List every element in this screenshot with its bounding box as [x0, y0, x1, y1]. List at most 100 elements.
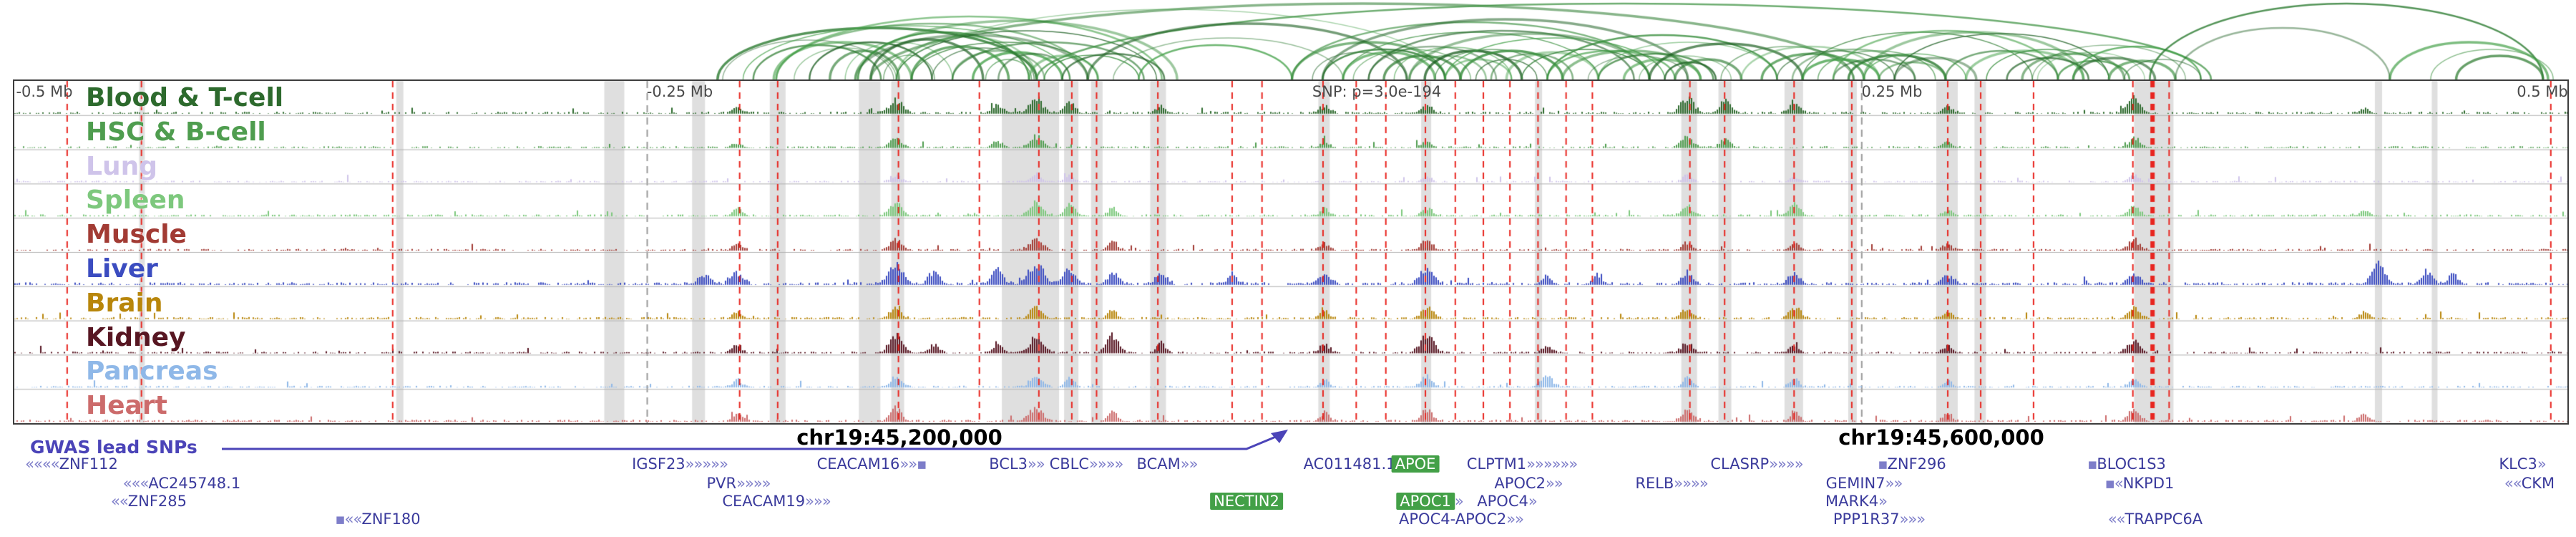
track-label-hsc-b-cell: HSC & B-cell — [86, 117, 266, 147]
gene-name: ZNF285 — [127, 493, 187, 510]
gene-label-znf180: ▪««ZNF180 — [335, 511, 420, 528]
gene-label-bcl3: BCL3»» — [989, 455, 1045, 473]
gene-strand-arrows-icon: » — [1454, 493, 1464, 510]
gene-strand-arrows-icon: »» — [1545, 475, 1563, 492]
gene-label-cblc: CBLC»»»» — [1049, 455, 1124, 473]
gene-name: APOC1 — [1396, 493, 1455, 510]
gene-name: IGSF23 — [632, 455, 686, 473]
track-label-pancreas: Pancreas — [86, 357, 218, 387]
gene-strand-arrows-icon: » — [1878, 493, 1888, 510]
gene-label-ceacam16: CEACAM16»»▪ — [817, 455, 927, 473]
gene-name: PVR — [706, 475, 737, 492]
gene-label-apoe: APOE — [1391, 455, 1440, 473]
gene-label-clptm1: CLPTM1»»»»»» — [1467, 455, 1578, 473]
gene-label-znf285: ««ZNF285 — [111, 493, 187, 510]
gene-name: PPP1R37 — [1833, 511, 1900, 528]
gene-strand-arrows-icon: »» — [1028, 455, 1045, 473]
gene-strand-arrows-icon: »»»»»» — [1526, 455, 1578, 473]
gene-strand-arrows-icon: »»»» — [1089, 455, 1123, 473]
gene-strand-arrows-icon: ▪ — [1878, 455, 1888, 473]
gene-label-ppp1r37: PPP1R37»»» — [1833, 511, 1926, 528]
gene-strand-arrows-icon: »»▪ — [899, 455, 927, 473]
gene-strand-arrows-icon: »»»» — [1769, 455, 1803, 473]
gene-strand-arrows-icon: «««« — [25, 455, 59, 473]
gene-label-apoc1: APOC1» — [1396, 493, 1464, 510]
gene-strand-arrows-icon: «« — [111, 493, 129, 510]
gene-name: APOC2 — [1494, 475, 1546, 492]
gene-name: BCL3 — [989, 455, 1028, 473]
gene-strand-arrows-icon: »»» — [805, 493, 831, 510]
track-label-lung: Lung — [86, 151, 157, 181]
gene-label-ac011481-1: AC011481.1» — [1304, 455, 1405, 473]
gene-name: CBLC — [1049, 455, 1090, 473]
ruler-label-snp-p-3-0e-194: SNP: p=3.0e-194 — [1312, 83, 1442, 100]
gene-strand-arrows-icon: » — [2537, 455, 2547, 473]
gene-name: NECTIN2 — [1210, 493, 1283, 510]
gene-name: BLOC1S3 — [2097, 455, 2166, 473]
gene-name: BCAM — [1136, 455, 1181, 473]
gene-name: MARK4 — [1825, 493, 1879, 510]
gene-label-nectin2: NECTIN2 — [1210, 493, 1283, 510]
coordinate-label-chr19-45-600-000: chr19:45,600,000 — [1838, 425, 2044, 450]
track-label-liver: Liver — [86, 254, 158, 284]
gene-strand-arrows-icon: »» — [1506, 511, 1524, 528]
gene-label-bcam: BCAM»» — [1136, 455, 1199, 473]
gwas-connector-arrow-icon — [1271, 430, 1288, 443]
track-label-blood-t-cell: Blood & T-cell — [86, 83, 284, 112]
gene-strand-arrows-icon: »»»» — [1674, 475, 1708, 492]
gene-name: TRAPPC6A — [2124, 511, 2203, 528]
gene-strand-arrows-icon: ▪ — [2087, 455, 2097, 473]
gene-label-znf296: ▪ZNF296 — [1878, 455, 1946, 473]
gene-strand-arrows-icon: ▪«« — [335, 511, 362, 528]
gene-label-klc3: KLC3» — [2499, 455, 2547, 473]
gene-label-mark4: MARK4» — [1825, 493, 1888, 510]
gene-name: ZNF112 — [59, 455, 118, 473]
ruler-label-0-25-mb: 0.25 Mb — [1861, 83, 1923, 100]
gene-strand-arrows-icon: ««« — [122, 475, 150, 492]
gwas-lead-snps-label: GWAS lead SNPs — [30, 437, 197, 458]
gene-strand-arrows-icon: «« — [2107, 511, 2126, 528]
coordinate-label-chr19-45-200-000: chr19:45,200,000 — [796, 425, 1002, 450]
gene-name: CLASRP — [1710, 455, 1770, 473]
gene-strand-arrows-icon: »» — [1885, 475, 1903, 492]
track-label-heart: Heart — [86, 391, 167, 421]
gene-label-bloc1s3: ▪BLOC1S3 — [2087, 455, 2166, 473]
gene-strand-arrows-icon: »»»» — [736, 475, 771, 492]
gene-label-ac245748-1: «««AC245748.1 — [123, 475, 240, 492]
gene-label-pvr: PVR»»»» — [706, 475, 771, 492]
gene-name: ZNF180 — [361, 511, 421, 528]
gene-label-trappc6a: ««TRAPPC6A — [2108, 511, 2202, 528]
track-label-muscle: Muscle — [86, 220, 187, 250]
gene-label-igsf23: IGSF23»»»»» — [632, 455, 728, 473]
gene-label-apoc4-apoc2: APOC4-APOC2»» — [1399, 511, 1524, 528]
interaction-arcs-canvas — [0, 0, 2576, 79]
gene-label-gemin7: GEMIN7»» — [1826, 475, 1903, 492]
track-label-kidney: Kidney — [86, 322, 186, 352]
gene-label-apoc2: APOC2»» — [1494, 475, 1563, 492]
gene-label-znf112: ««««ZNF112 — [25, 455, 118, 473]
gene-strand-arrows-icon: »» — [1180, 455, 1199, 473]
gene-label-nkpd1: ▪«NKPD1 — [2105, 475, 2175, 492]
gene-name: APOC4-APOC2 — [1399, 511, 1507, 528]
gene-label-apoc4: APOC4» — [1477, 493, 1537, 510]
gene-name: RELB — [1635, 475, 1674, 492]
ruler-label-0-5-mb: -0.5 Mb — [16, 83, 73, 100]
gene-name: CKM — [2521, 475, 2555, 492]
gene-name: APOE — [1391, 455, 1440, 473]
gene-strand-arrows-icon: »»»»» — [685, 455, 728, 473]
gene-name: AC011481.1 — [1303, 455, 1396, 473]
gene-label-ceacam19: CEACAM19»»» — [722, 493, 831, 510]
gene-label-ckm: ««CKM — [2504, 475, 2555, 492]
track-label-spleen: Spleen — [86, 185, 185, 216]
track-label-brain: Brain — [86, 288, 163, 318]
gene-strand-arrows-icon: «« — [2504, 475, 2522, 492]
signal-tracks-canvas — [14, 81, 2567, 423]
ruler-label-0-5-mb: 0.5 Mb — [2517, 83, 2568, 100]
gene-name: KLC3 — [2499, 455, 2537, 473]
gene-label-relb: RELB»»»» — [1635, 475, 1708, 492]
gene-strand-arrows-icon: »»» — [1899, 511, 1926, 528]
gene-label-clasrp: CLASRP»»»» — [1710, 455, 1803, 473]
gene-name: APOC4 — [1477, 493, 1528, 510]
signal-tracks-panel: Blood & T-cell HSC & B-cell Lung Spleen Musc… — [13, 79, 2569, 425]
